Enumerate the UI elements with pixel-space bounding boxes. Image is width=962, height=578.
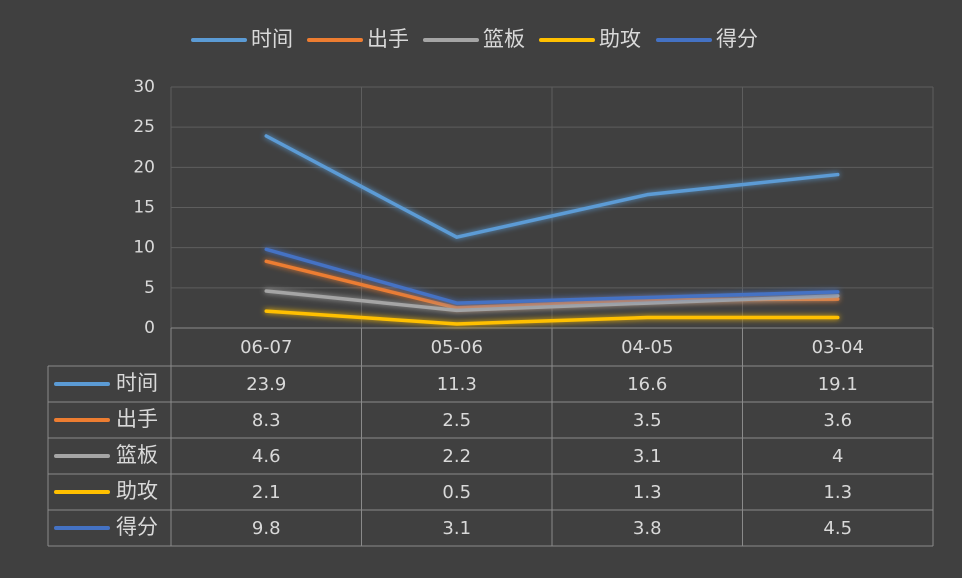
table-series-name: 得分 — [116, 515, 158, 539]
legend-label: 出手 — [367, 27, 409, 51]
table-value: 4 — [832, 446, 843, 467]
table-series-name: 助攻 — [116, 479, 158, 503]
table-value: 4.6 — [252, 446, 281, 467]
table-value: 1.3 — [823, 482, 852, 503]
table-value: 3.1 — [442, 518, 471, 539]
table-value: 3.1 — [633, 446, 662, 467]
table-value: 11.3 — [437, 374, 477, 395]
table-value: 2.5 — [442, 410, 471, 431]
table-value: 9.8 — [252, 518, 281, 539]
series-line — [264, 289, 840, 313]
table-value: 8.3 — [252, 410, 281, 431]
x-tick-label: 04-05 — [621, 337, 673, 358]
table-series-name: 时间 — [116, 371, 158, 395]
y-tick-label: 10 — [133, 238, 155, 258]
series-line — [264, 134, 840, 239]
x-tick-label: 03-04 — [812, 337, 864, 358]
series-line — [264, 309, 840, 326]
table-value: 4.5 — [823, 518, 852, 539]
y-tick-label: 20 — [133, 157, 155, 177]
legend-label: 得分 — [716, 27, 758, 51]
table-value: 3.8 — [633, 518, 662, 539]
table-value: 3.5 — [633, 410, 662, 431]
table-value: 0.5 — [442, 482, 471, 503]
series-line — [264, 247, 840, 305]
x-tick-label: 06-07 — [240, 337, 292, 358]
table-value: 19.1 — [818, 374, 858, 395]
y-tick-label: 0 — [144, 318, 155, 338]
legend-label: 助攻 — [599, 27, 641, 51]
legend-label: 时间 — [251, 27, 293, 51]
y-tick-label: 30 — [133, 77, 155, 97]
table-value: 23.9 — [246, 374, 286, 395]
table-value: 3.6 — [823, 410, 852, 431]
table-value: 16.6 — [627, 374, 667, 395]
y-tick-label: 25 — [133, 117, 155, 137]
table-series-name: 篮板 — [116, 443, 158, 467]
table-series-name: 出手 — [116, 407, 158, 431]
legend-label: 篮板 — [483, 27, 525, 51]
y-tick-label: 15 — [133, 198, 155, 218]
table-value: 2.1 — [252, 482, 281, 503]
x-tick-label: 05-06 — [431, 337, 483, 358]
table-value: 1.3 — [633, 482, 662, 503]
table-value: 2.2 — [442, 446, 471, 467]
y-tick-label: 5 — [144, 278, 155, 298]
